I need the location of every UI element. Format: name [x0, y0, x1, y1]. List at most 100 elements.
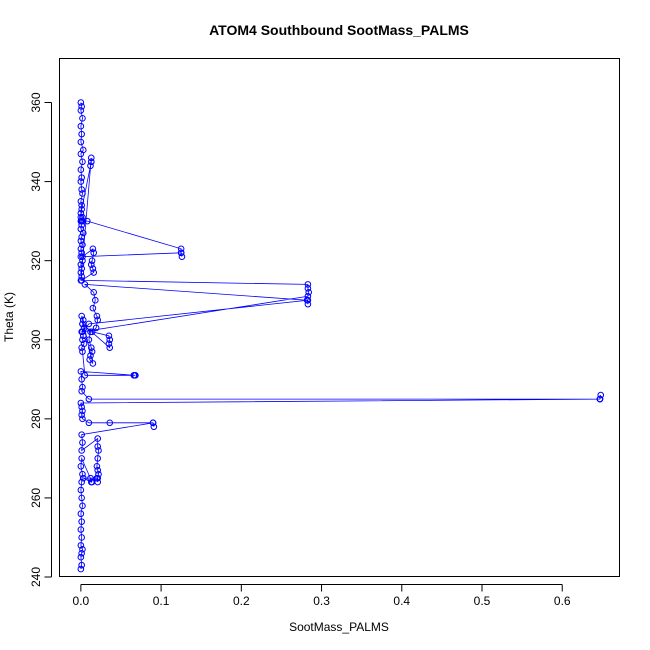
- data-point: [78, 403, 85, 411]
- data-point: [89, 245, 97, 253]
- data-point: [87, 154, 95, 162]
- data-point: [85, 320, 93, 328]
- data-point: [77, 368, 85, 375]
- data-point: [78, 221, 85, 229]
- data-point: [79, 336, 86, 344]
- x-axis-label: SootMass_PALMS: [289, 620, 389, 634]
- data-point: [94, 443, 102, 450]
- data-point: [77, 553, 85, 561]
- y-tick-label: 300: [29, 329, 43, 349]
- x-tick-label: 0.2: [233, 594, 250, 608]
- data-point: [92, 296, 99, 304]
- data-point: [77, 269, 85, 276]
- x-tick-label: 0.0: [73, 594, 90, 608]
- data-point: [78, 411, 85, 419]
- data-point: [77, 150, 85, 158]
- data-point: [87, 352, 94, 359]
- y-tick-label: 280: [29, 409, 43, 429]
- data-point: [88, 478, 96, 486]
- data-point: [81, 281, 89, 288]
- data-point: [78, 130, 85, 138]
- data-point: [79, 253, 86, 261]
- data-point: [79, 407, 86, 415]
- data-point: [304, 285, 312, 292]
- data-point: [90, 288, 97, 296]
- data-point: [78, 518, 85, 525]
- data-point: [78, 265, 85, 272]
- data-point: [79, 257, 86, 264]
- data-point: [85, 336, 93, 344]
- data-point: [77, 526, 85, 533]
- x-tick-label: 0.6: [554, 594, 571, 608]
- data-point: [79, 115, 86, 122]
- y-tick-label: 360: [29, 92, 43, 112]
- data-point: [78, 494, 85, 502]
- data-point: [94, 474, 102, 482]
- data-point: [131, 372, 138, 379]
- data-point: [77, 261, 85, 268]
- data-point: [78, 186, 85, 193]
- data-point: [150, 423, 158, 431]
- data-point: [85, 419, 93, 427]
- data-point: [77, 138, 85, 146]
- data-point: [106, 344, 114, 351]
- data-point: [79, 332, 87, 340]
- data-point: [94, 435, 102, 442]
- series-line: [80, 102, 602, 570]
- data-point: [86, 356, 93, 363]
- data-point: [79, 348, 86, 355]
- data-point: [78, 387, 85, 395]
- data-point: [79, 320, 86, 328]
- data-point: [304, 300, 312, 308]
- data-point: [78, 277, 85, 284]
- plot-frame: [59, 58, 620, 577]
- y-tick-label: 260: [29, 488, 43, 508]
- data-point: [78, 249, 85, 257]
- x-tick-label: 0.3: [313, 594, 330, 608]
- data-point: [78, 202, 85, 209]
- data-point: [77, 178, 85, 185]
- data-point: [303, 296, 311, 304]
- data-point: [77, 107, 85, 114]
- data-point: [78, 549, 85, 557]
- data-point: [78, 312, 85, 320]
- data-point: [95, 470, 102, 478]
- series-layer: [77, 99, 605, 573]
- data-point: [78, 174, 85, 181]
- data-point: [77, 510, 85, 518]
- data-point: [87, 261, 95, 268]
- x-tick-label: 0.5: [474, 594, 491, 608]
- data-point: [95, 447, 102, 454]
- data-point: [79, 470, 86, 478]
- data-point: [78, 455, 85, 462]
- data-point: [77, 213, 85, 221]
- chart-title: ATOM4 Southbound SootMass_PALMS: [209, 22, 469, 38]
- data-point: [78, 534, 85, 541]
- data-point: [79, 229, 87, 237]
- data-point: [79, 415, 86, 423]
- data-point: [88, 348, 96, 355]
- y-axis-label: Theta (K): [2, 292, 16, 342]
- data-point: [78, 328, 85, 336]
- data-point: [81, 372, 89, 379]
- data-point: [79, 158, 86, 166]
- data-point: [87, 158, 95, 166]
- data-point: [93, 462, 101, 470]
- data-point: [87, 474, 94, 482]
- data-point: [94, 455, 102, 462]
- y-axis-ticks: 240 260 280 300 320 340 360: [29, 92, 52, 587]
- data-point: [79, 474, 87, 482]
- data-point: [85, 395, 93, 403]
- data-point: [106, 419, 114, 427]
- data-point: [177, 249, 185, 257]
- data-point: [597, 391, 605, 399]
- data-point: [87, 344, 95, 351]
- data-point: [77, 99, 85, 106]
- data-point: [77, 198, 85, 205]
- data-point: [78, 344, 85, 351]
- data-point: [106, 336, 114, 344]
- data-point: [89, 265, 97, 272]
- data-point: [79, 190, 86, 197]
- data-point: [90, 249, 97, 257]
